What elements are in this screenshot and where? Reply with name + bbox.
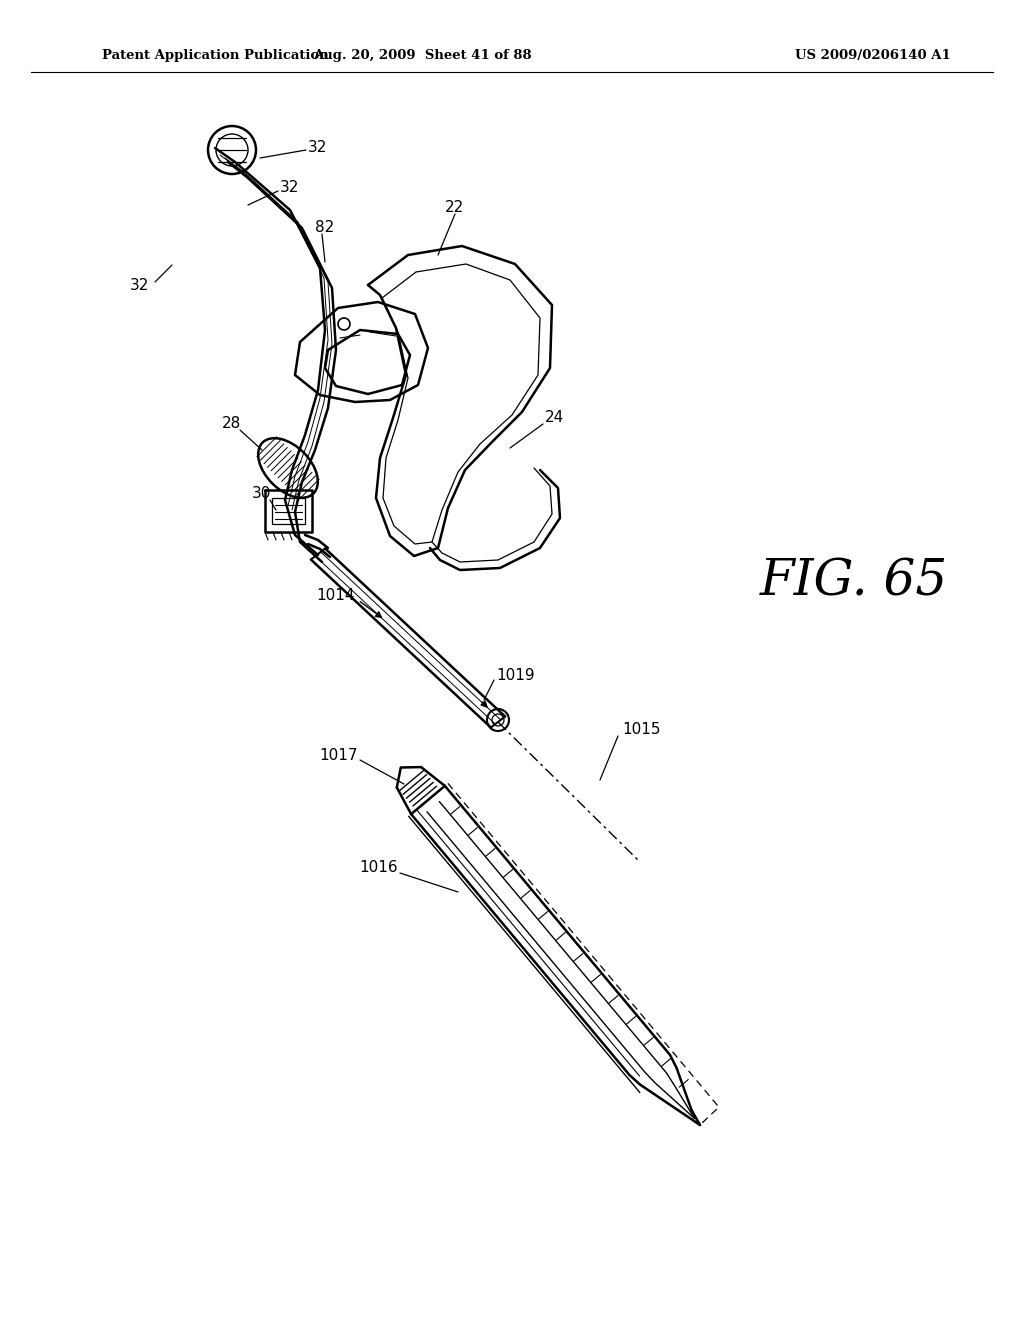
Text: 32: 32	[308, 140, 328, 156]
Text: 22: 22	[445, 201, 464, 215]
Text: FIG. 65: FIG. 65	[760, 557, 948, 607]
Text: 1016: 1016	[359, 861, 398, 875]
Text: Patent Application Publication: Patent Application Publication	[102, 49, 329, 62]
Text: 24: 24	[545, 411, 564, 425]
Text: 82: 82	[315, 220, 334, 235]
Text: 1014: 1014	[316, 587, 355, 602]
Text: Aug. 20, 2009  Sheet 41 of 88: Aug. 20, 2009 Sheet 41 of 88	[312, 49, 531, 62]
Text: 1017: 1017	[319, 747, 358, 763]
Text: 30: 30	[252, 487, 271, 502]
Text: 32: 32	[280, 181, 299, 195]
Text: 32: 32	[130, 277, 150, 293]
Text: 1015: 1015	[622, 722, 660, 738]
Text: US 2009/0206140 A1: US 2009/0206140 A1	[795, 49, 950, 62]
Text: 1019: 1019	[496, 668, 535, 682]
Text: 28: 28	[222, 417, 242, 432]
